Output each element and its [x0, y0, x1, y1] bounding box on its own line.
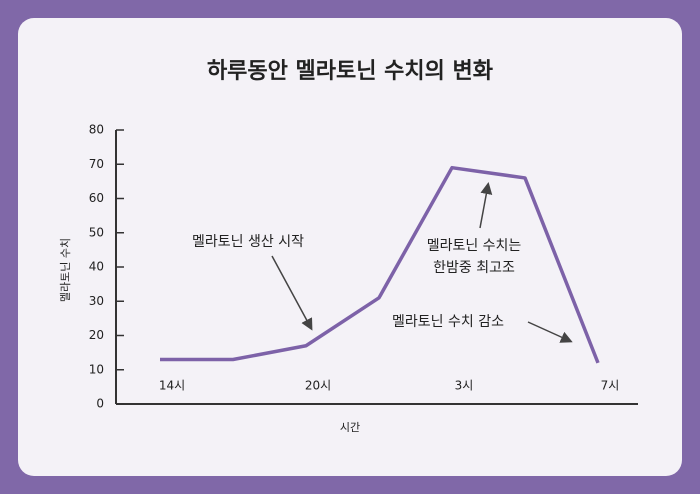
annotation: 한밤중 최고조 [433, 260, 515, 276]
y-tick-label: 70 [89, 157, 104, 171]
annotation: 멜라토닌 생산 시작 [192, 234, 304, 250]
card [18, 18, 682, 476]
arrow [527, 321, 573, 343]
annotation: 멜라토닌 수치는 [427, 238, 522, 254]
y-tick-label: 10 [89, 362, 104, 376]
y-tick-label: 80 [89, 123, 104, 137]
x-tick-label: 20시 [305, 379, 331, 393]
y-tick-label: 60 [89, 191, 104, 205]
y-axis-label: 멜라토닌 수치 [59, 238, 72, 302]
y-tick-label: 0 [96, 397, 104, 411]
arrow [271, 255, 313, 331]
y-tick-label: 40 [89, 260, 104, 274]
y-tick-label: 20 [89, 328, 104, 342]
y-tick-label: 30 [89, 294, 104, 308]
x-tick-label: 14시 [159, 379, 185, 393]
arrow [479, 182, 493, 229]
x-axis-label: 시간 [340, 421, 360, 434]
chart-title: 하루동안 멜라토닌 수치의 변화 [207, 59, 493, 84]
x-tick-label: 3시 [455, 379, 474, 393]
y-tick-label: 50 [89, 225, 104, 239]
line [160, 165, 600, 364]
x-tick-label: 7시 [601, 379, 620, 393]
annotation: 멜라토닌 수치 감소 [392, 314, 504, 330]
